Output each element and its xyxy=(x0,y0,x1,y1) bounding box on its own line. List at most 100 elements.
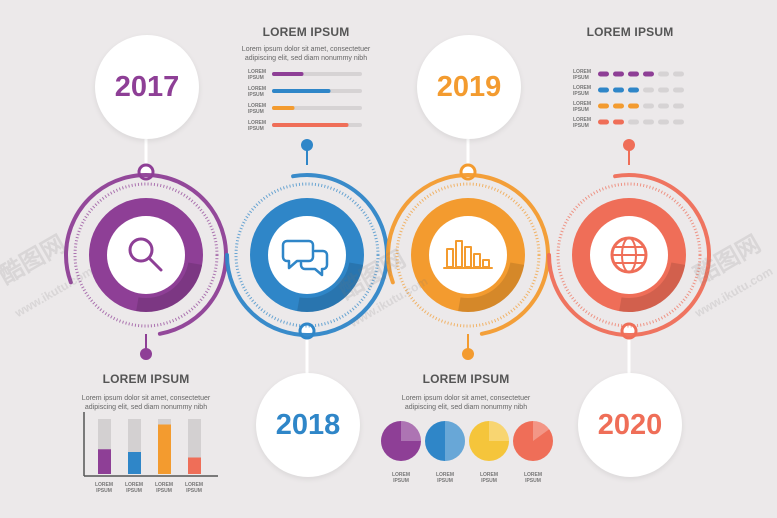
rating-dot xyxy=(598,87,609,93)
block-text-line: Lorem ipsum dolor sit amet, consectetuer xyxy=(241,46,371,53)
item-label: LOREM IPSUM xyxy=(179,482,209,494)
item-label: LOREM IPSUM xyxy=(149,482,179,494)
year-circle-2017: 2017 xyxy=(95,35,199,139)
ring-shadow xyxy=(458,262,525,312)
column-bar xyxy=(158,424,171,474)
block-text-bottom-right: Lorem ipsum dolor sit amet, consectetuer… xyxy=(386,394,546,412)
item-label: LOREM IPSUM xyxy=(248,103,266,115)
item-label-line: LOREM xyxy=(479,472,499,478)
item-label-line: IPSUM xyxy=(156,488,172,494)
inner-circle xyxy=(268,216,346,294)
year-circle-2020: 2020 xyxy=(578,373,682,477)
item-label-line: IPSUM xyxy=(248,75,264,81)
item-label-line: IPSUM xyxy=(96,488,112,494)
inner-circle xyxy=(429,216,507,294)
item-label-line: IPSUM xyxy=(248,109,264,115)
rating-dot xyxy=(628,87,639,93)
rating-dot xyxy=(628,103,639,109)
item-label: LOREM IPSUM xyxy=(573,117,591,129)
item-label-line: LOREM xyxy=(248,86,267,92)
tick-ring xyxy=(556,182,702,328)
item-label-line: IPSUM xyxy=(186,488,202,494)
item-label-line: LOREM xyxy=(573,69,592,75)
rating-dot xyxy=(673,87,684,93)
ring-shadow xyxy=(619,262,686,312)
rating-dot xyxy=(658,87,669,93)
connector-dot xyxy=(301,139,313,151)
item-label: LOREM IPSUM xyxy=(248,69,266,81)
item-label: LOREM IPSUM xyxy=(119,482,149,494)
rating-dot xyxy=(658,71,669,77)
item-label: LOREM IPSUM xyxy=(430,472,460,484)
item-label-line: IPSUM xyxy=(481,478,497,484)
item-label-line: LOREM xyxy=(154,482,174,488)
rating-dot xyxy=(673,119,684,125)
block-text-top-left: Lorem ipsum dolor sit amet, consectetuer… xyxy=(226,45,386,63)
inner-circle xyxy=(107,216,185,294)
rating-dot xyxy=(628,71,639,77)
column-bar xyxy=(188,457,201,474)
item-label: LOREM IPSUM xyxy=(573,101,591,113)
column-bar xyxy=(98,449,111,474)
pie-slice xyxy=(533,421,550,441)
outer-arc xyxy=(64,173,228,336)
year-label-2019: 2019 xyxy=(436,70,502,103)
item-label-line: IPSUM xyxy=(573,107,589,113)
search-icon xyxy=(128,237,163,272)
connector-dot xyxy=(140,348,152,360)
rating-dot xyxy=(613,119,624,125)
item-label-line: IPSUM xyxy=(573,75,589,81)
item-label: LOREM IPSUM xyxy=(248,86,266,98)
year-circle-2019: 2019 xyxy=(417,35,521,139)
item-label-line: IPSUM xyxy=(437,478,453,484)
year-label-2020: 2020 xyxy=(597,408,663,441)
block-text-bottom-left: Lorem ipsum dolor sit amet, consectetuer… xyxy=(66,394,226,412)
item-label-line: LOREM xyxy=(184,482,204,488)
pie-slice xyxy=(401,421,421,441)
tick-ring xyxy=(395,182,541,328)
progress-fill xyxy=(272,89,331,93)
rating-dot xyxy=(613,103,624,109)
pie-base xyxy=(381,421,421,461)
pie-slice xyxy=(489,421,509,441)
year-circle-2018: 2018 xyxy=(256,373,360,477)
item-label-line: LOREM xyxy=(523,472,543,478)
item-label-line: IPSUM xyxy=(248,126,264,132)
block-text-line: Lorem ipsum dolor sit amet, consectetuer xyxy=(401,395,531,402)
chat-bubbles-icon xyxy=(281,239,329,277)
item-label-line: LOREM xyxy=(124,482,144,488)
ring-shadow xyxy=(136,262,203,312)
block-text-line: adipiscing elit, sed diam nonummy nibh xyxy=(84,404,208,411)
globe-icon xyxy=(610,236,648,274)
pie-base xyxy=(425,421,465,461)
timeline-node-2019 xyxy=(386,173,550,336)
column-bar xyxy=(128,452,141,474)
timeline-node-2020 xyxy=(547,173,711,337)
bar-chart-icon xyxy=(443,240,493,269)
chat-bubble-back xyxy=(281,239,315,270)
block-text-line: adipiscing elit, sed diam nonummy nibh xyxy=(404,404,528,411)
item-label: LOREM IPSUM xyxy=(474,472,504,484)
rating-dot xyxy=(643,103,654,109)
item-label: LOREM IPSUM xyxy=(386,472,416,484)
item-label-line: LOREM xyxy=(94,482,114,488)
item-label-line: LOREM xyxy=(391,472,411,478)
timeline-node-2018 xyxy=(225,173,389,337)
rating-dot xyxy=(643,87,654,93)
item-label: LOREM IPSUM xyxy=(573,69,591,81)
rating-dot xyxy=(658,119,669,125)
pie-base xyxy=(513,421,553,461)
pie-base xyxy=(469,421,509,461)
outer-arc xyxy=(225,173,389,337)
rating-dot xyxy=(628,119,639,125)
item-label-line: LOREM xyxy=(248,103,267,109)
year-label-2017: 2017 xyxy=(114,70,180,103)
connector-dot xyxy=(623,139,635,151)
rating-dot xyxy=(643,119,654,125)
ring-shadow xyxy=(297,262,364,312)
rating-dot xyxy=(598,103,609,109)
rating-dot xyxy=(598,119,609,125)
outer-arc xyxy=(386,173,550,336)
